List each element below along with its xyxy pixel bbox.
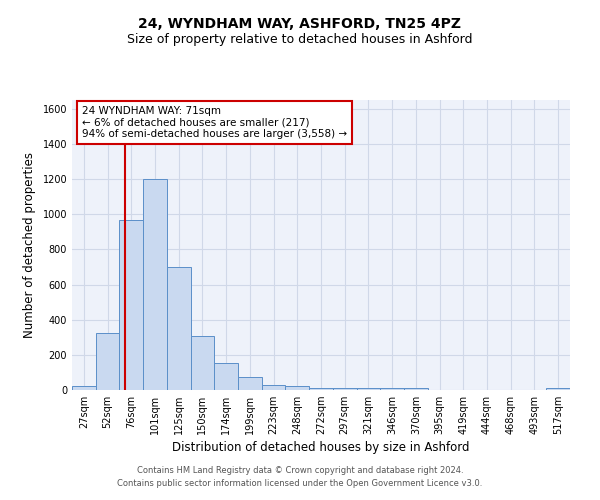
Text: 24 WYNDHAM WAY: 71sqm
← 6% of detached houses are smaller (217)
94% of semi-deta: 24 WYNDHAM WAY: 71sqm ← 6% of detached h… [82, 106, 347, 139]
Bar [309, 388, 333, 390]
Y-axis label: Number of detached properties: Number of detached properties [23, 152, 35, 338]
Bar [238, 377, 262, 390]
Bar [356, 388, 380, 390]
Bar [96, 333, 119, 390]
Bar [286, 386, 309, 390]
Text: Size of property relative to detached houses in Ashford: Size of property relative to detached ho… [127, 32, 473, 46]
Bar [404, 388, 428, 390]
Bar [143, 179, 167, 390]
Bar [333, 388, 356, 390]
Bar [262, 384, 286, 390]
Bar [167, 267, 191, 390]
Bar [119, 220, 143, 390]
Bar [72, 386, 96, 390]
Bar [191, 336, 214, 390]
Bar [546, 388, 570, 390]
Text: Contains HM Land Registry data © Crown copyright and database right 2024.
Contai: Contains HM Land Registry data © Crown c… [118, 466, 482, 487]
X-axis label: Distribution of detached houses by size in Ashford: Distribution of detached houses by size … [172, 442, 470, 454]
Bar [380, 388, 404, 390]
Text: 24, WYNDHAM WAY, ASHFORD, TN25 4PZ: 24, WYNDHAM WAY, ASHFORD, TN25 4PZ [139, 18, 461, 32]
Bar [214, 363, 238, 390]
